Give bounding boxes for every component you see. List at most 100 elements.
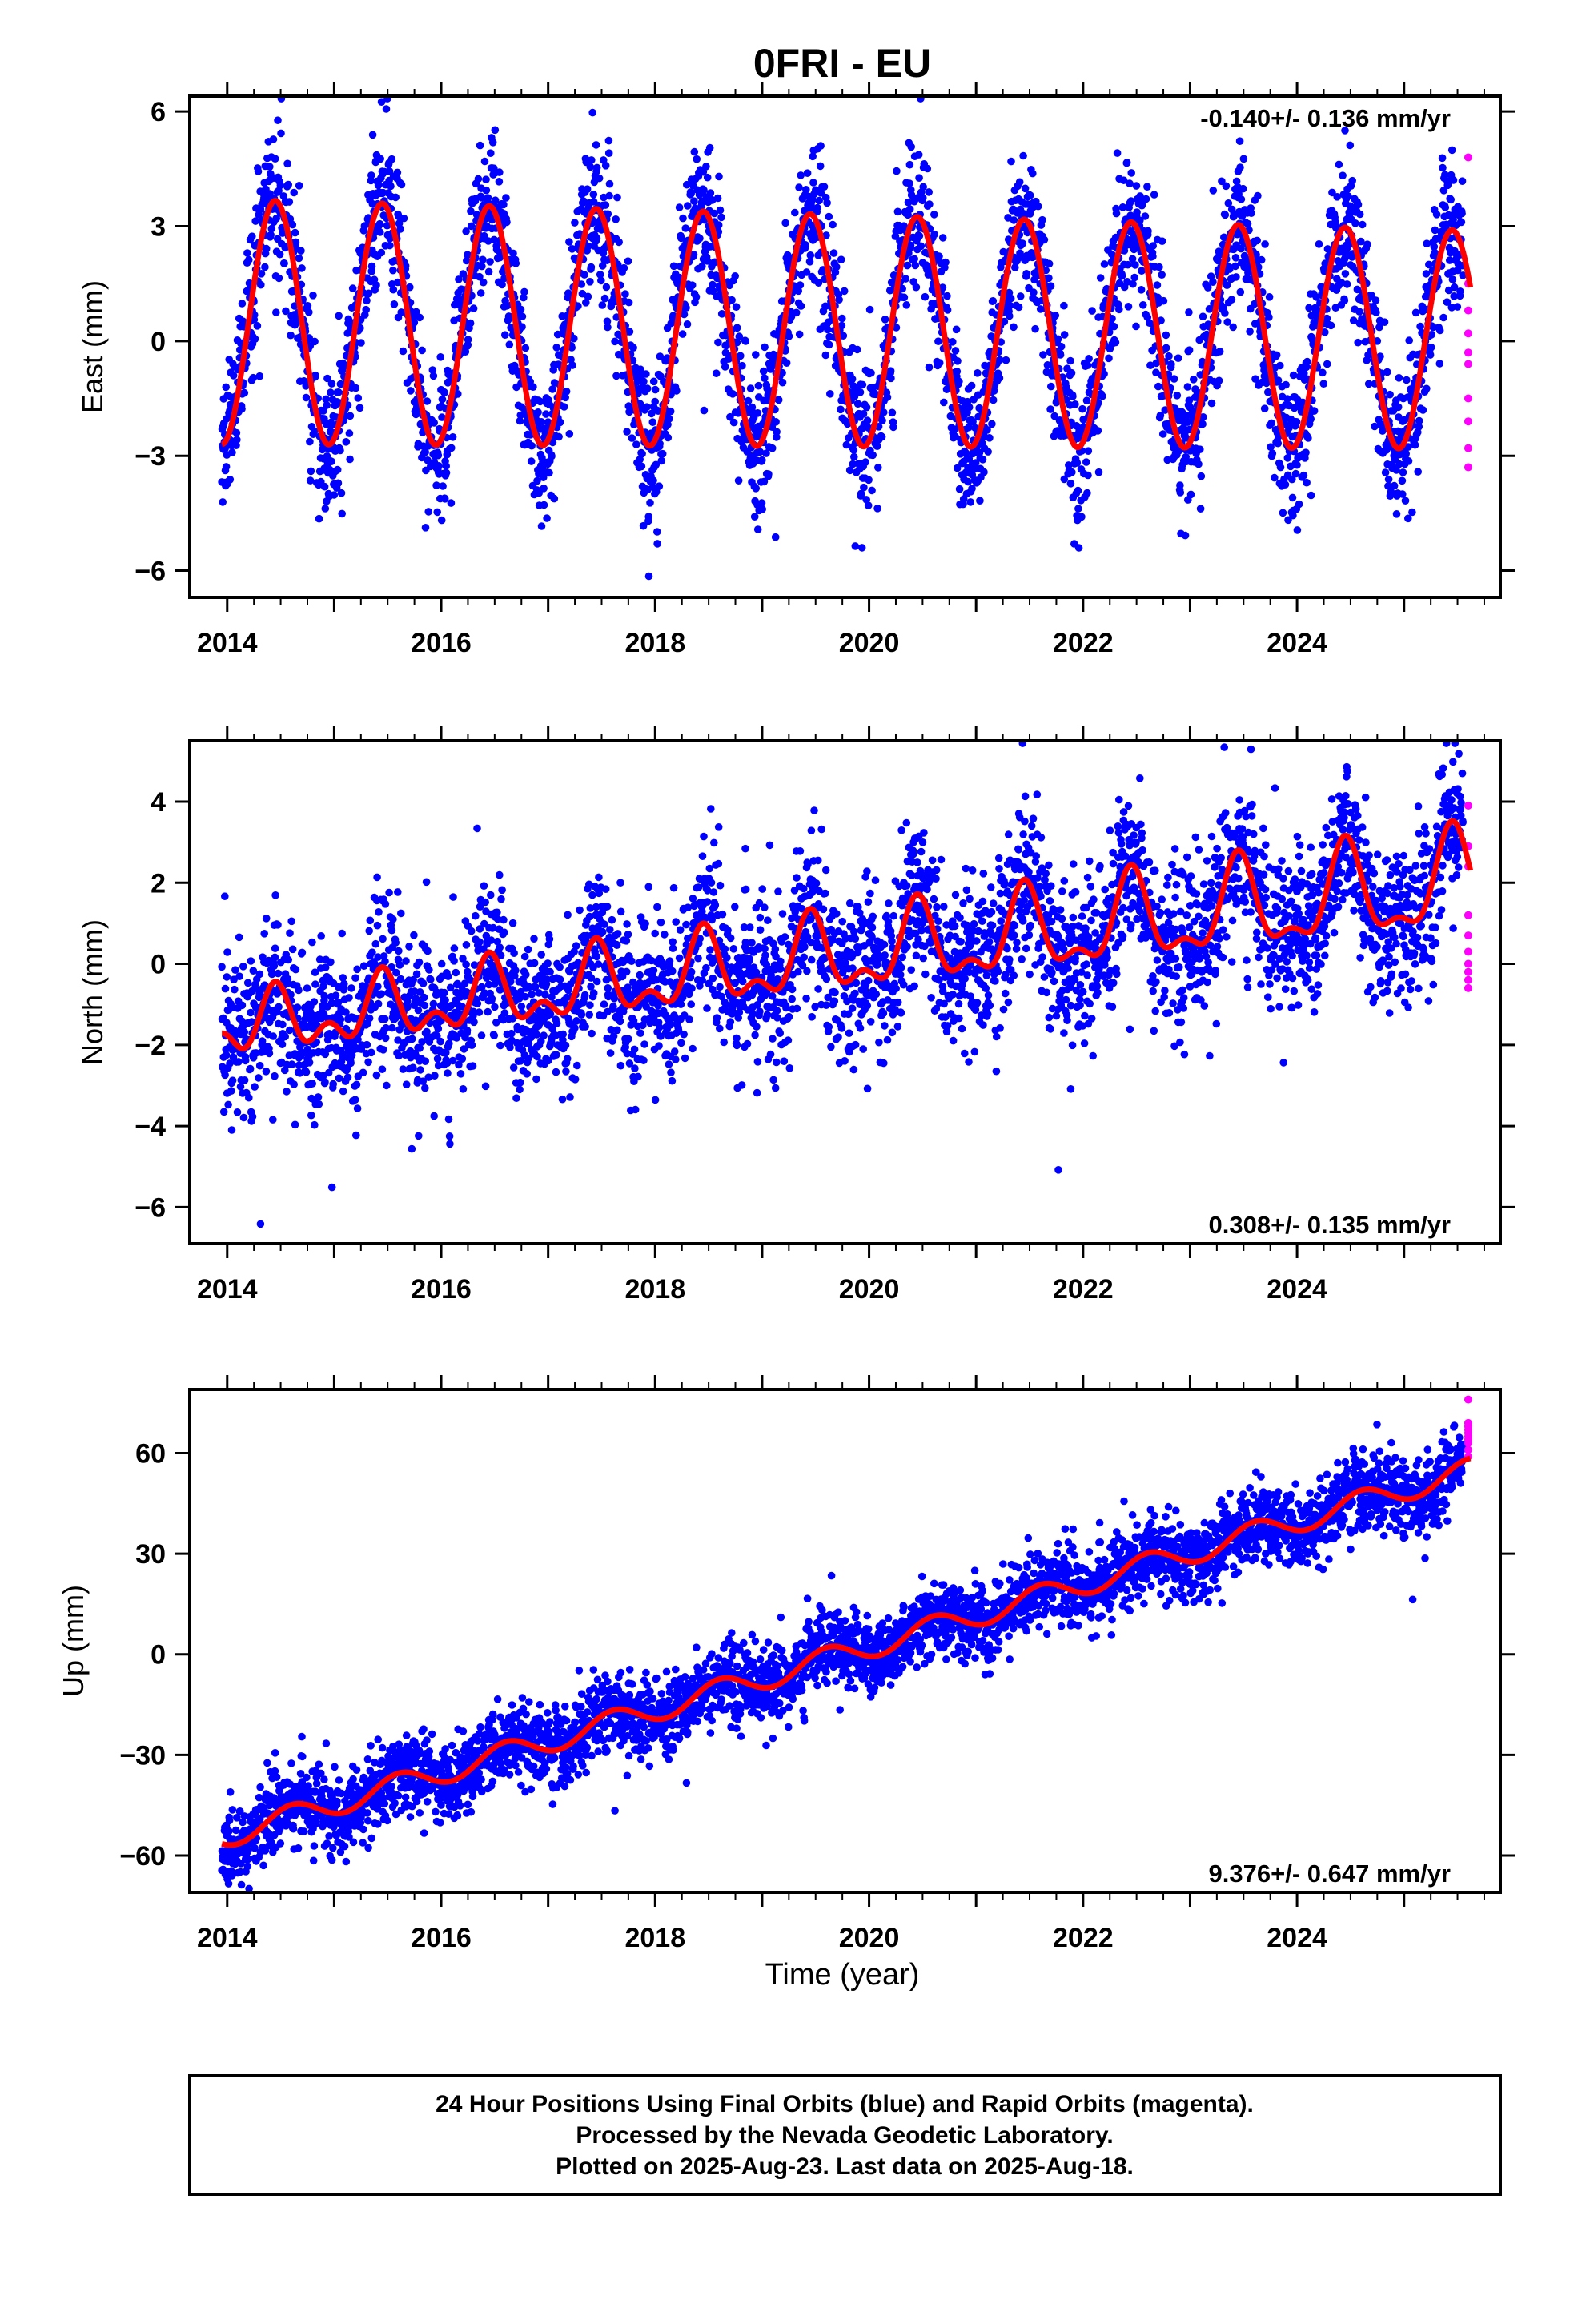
east-rapid-orbit-points [1464, 153, 1472, 472]
final-orbit-point [762, 449, 770, 457]
final-orbit-point [1419, 406, 1427, 414]
final-orbit-point [737, 352, 745, 360]
final-orbit-point [643, 384, 652, 392]
final-orbit-point [444, 1115, 453, 1124]
final-orbit-point [550, 494, 559, 503]
final-orbit-point [1404, 457, 1413, 465]
final-orbit-point [1458, 209, 1466, 218]
final-orbit-point [311, 427, 319, 436]
final-orbit-point [700, 406, 709, 415]
final-orbit-point [408, 1035, 416, 1043]
final-orbit-point [537, 418, 545, 426]
final-orbit-point [877, 432, 886, 441]
final-orbit-point [1088, 307, 1096, 315]
y-tick-label: 0 [151, 327, 166, 357]
final-orbit-point [481, 1082, 490, 1091]
final-orbit-point [516, 305, 525, 314]
final-orbit-point [468, 1041, 476, 1049]
final-orbit-point [491, 126, 500, 135]
final-orbit-point [456, 1070, 465, 1078]
final-orbit-point [1158, 430, 1167, 438]
final-orbit-point [1341, 270, 1350, 278]
final-orbit-point [923, 164, 932, 173]
final-orbit-point [346, 412, 355, 420]
final-orbit-point [484, 267, 493, 276]
final-orbit-point [397, 909, 405, 918]
final-orbit-point [397, 180, 406, 189]
final-orbit-point [251, 335, 259, 344]
final-orbit-point [1158, 271, 1166, 279]
final-orbit-point [952, 325, 961, 334]
final-orbit-point [934, 337, 942, 346]
final-orbit-point [376, 155, 385, 163]
final-orbit-point [409, 1063, 417, 1072]
final-orbit-point [893, 167, 901, 175]
final-orbit-point [395, 947, 403, 955]
final-orbit-point [405, 943, 413, 951]
final-orbit-point [568, 361, 576, 369]
final-orbit-point [450, 316, 458, 325]
final-orbit-point [795, 330, 804, 339]
final-orbit-point [378, 1065, 387, 1073]
final-orbit-point [612, 215, 620, 223]
final-orbit-point [359, 962, 368, 970]
final-orbit-point [431, 1072, 439, 1080]
final-orbit-point [381, 900, 390, 908]
final-orbit-point [229, 372, 238, 380]
final-orbit-point [1185, 346, 1194, 355]
final-orbit-point [1394, 403, 1403, 412]
final-orbit-point [1319, 368, 1327, 377]
final-orbit-point [1411, 308, 1420, 317]
final-orbit-point [329, 1080, 338, 1088]
final-orbit-point [449, 893, 457, 901]
final-orbit-point [1047, 382, 1055, 391]
final-orbit-point [917, 242, 926, 251]
final-orbit-point [986, 434, 994, 442]
final-orbit-point [382, 105, 391, 113]
final-orbit-point [1229, 323, 1237, 332]
final-orbit-point [750, 513, 759, 521]
final-orbit-point [754, 381, 763, 390]
final-orbit-point [1399, 468, 1407, 476]
final-orbit-point [496, 943, 504, 951]
final-orbit-point [1196, 445, 1204, 453]
final-orbit-point [1113, 149, 1122, 157]
final-orbit-point [221, 1071, 229, 1080]
final-orbit-point [218, 963, 226, 971]
final-orbit-point [940, 398, 948, 407]
final-orbit-point [327, 958, 335, 967]
final-orbit-point [396, 225, 404, 233]
final-orbit-point [1022, 270, 1030, 278]
final-orbit-point [955, 377, 963, 386]
final-orbit-point [476, 289, 485, 297]
final-orbit-point [1006, 312, 1014, 320]
final-orbit-point [291, 1120, 299, 1129]
final-orbit-point [372, 281, 380, 290]
final-orbit-point [560, 403, 568, 411]
final-orbit-point [1363, 240, 1371, 249]
final-orbit-point [348, 284, 357, 292]
final-orbit-point [1094, 468, 1103, 476]
final-orbit-point [967, 381, 976, 390]
final-orbit-point [1031, 324, 1039, 333]
final-orbit-point [490, 1031, 498, 1039]
final-orbit-point [389, 285, 398, 294]
final-orbit-point [379, 1046, 387, 1054]
final-orbit-point [516, 411, 524, 420]
final-orbit-point [427, 975, 435, 983]
final-orbit-point [496, 1041, 504, 1050]
final-orbit-point [278, 1040, 287, 1048]
final-orbit-point [474, 175, 483, 183]
final-orbit-point [1071, 400, 1079, 408]
final-orbit-point [1274, 439, 1282, 448]
final-orbit-point [498, 886, 506, 895]
final-orbit-point [1401, 497, 1410, 505]
final-orbit-point [493, 908, 501, 917]
final-orbit-point [964, 477, 972, 486]
final-orbit-point [644, 513, 652, 521]
final-orbit-point [604, 323, 612, 332]
final-orbit-point [295, 986, 303, 995]
final-orbit-point [565, 430, 574, 438]
final-orbit-point [446, 1140, 454, 1148]
final-orbit-point [1439, 163, 1447, 172]
